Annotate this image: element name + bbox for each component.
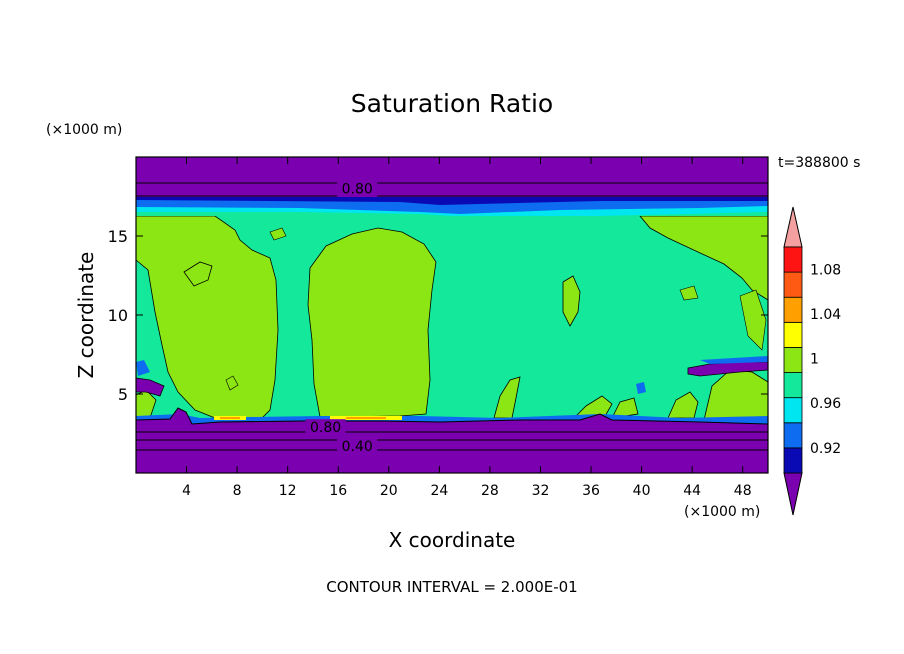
top-purple-layer bbox=[136, 157, 768, 197]
lime-region-right bbox=[639, 215, 768, 301]
contour-label-1: 0.80 bbox=[310, 420, 341, 436]
colorbar: 0.92 0.96 1 1.04 1.08 bbox=[783, 206, 841, 516]
colorbar-label-2: 1 bbox=[810, 352, 819, 368]
colorbar-bin-4 bbox=[783, 347, 803, 373]
lime-blob-a bbox=[183, 261, 213, 287]
orange-streak-a bbox=[220, 417, 240, 419]
lime-region-left bbox=[136, 215, 279, 419]
x-tick-label-24: 24 bbox=[430, 483, 448, 499]
x-tick-label-28: 28 bbox=[481, 483, 499, 499]
colorbar-label-1: 0.96 bbox=[810, 396, 841, 412]
y-tick-label-15: 15 bbox=[108, 227, 128, 246]
x-axis-ticks: 4 8 12 16 20 24 28 32 36 40 44 48 bbox=[182, 157, 752, 499]
contour-label-bg-2 bbox=[337, 438, 378, 455]
contour-label-0: 0.80 bbox=[342, 182, 373, 198]
saturation-field bbox=[136, 157, 768, 473]
y-axis-ticks: 5 10 15 bbox=[108, 227, 768, 404]
colorbar-bin-6 bbox=[783, 296, 803, 323]
x-tick-label-40: 40 bbox=[633, 483, 651, 499]
contour-label-2: 0.40 bbox=[342, 439, 373, 455]
contour-label-bg-1 bbox=[305, 419, 346, 436]
lime-speck-4 bbox=[739, 289, 767, 351]
contour-label-bg-0 bbox=[337, 180, 378, 197]
time-label: t=388800 s bbox=[778, 155, 860, 171]
right-eddy-blue bbox=[700, 356, 768, 364]
colorbar-label-3: 1.04 bbox=[810, 307, 841, 323]
colorbar-label-0: 0.92 bbox=[810, 441, 841, 457]
x-tick-label-20: 20 bbox=[380, 483, 398, 499]
dark-blue-band bbox=[136, 196, 768, 205]
contour-labels: 0.800.800.40 bbox=[305, 180, 378, 455]
left-eddy-purple bbox=[136, 377, 165, 397]
colorbar-extend-top bbox=[783, 206, 803, 248]
x-tick-label-36: 36 bbox=[582, 483, 600, 499]
lime-blob-f bbox=[703, 369, 768, 421]
chart-title: Saturation Ratio bbox=[351, 89, 553, 118]
x-tick-label-12: 12 bbox=[279, 483, 297, 499]
left-eddy-blue bbox=[136, 360, 150, 376]
lime-speck-1 bbox=[225, 375, 239, 391]
y-tick-label-10: 10 bbox=[108, 306, 128, 325]
x-tick-label-16: 16 bbox=[329, 483, 347, 499]
lime-region-center bbox=[307, 227, 437, 418]
right-eddy-small bbox=[636, 382, 646, 394]
contour-interval-footer: CONTOUR INTERVAL = 2.000E-01 bbox=[326, 578, 577, 596]
colorbar-extend-bottom bbox=[783, 472, 803, 516]
y-axis-label: Z coordinate bbox=[74, 252, 98, 379]
lime-blob-b bbox=[562, 275, 581, 327]
lime-speck-3 bbox=[679, 285, 699, 301]
orange-streak-b bbox=[346, 417, 386, 419]
y-units-label: (×1000 m) bbox=[46, 122, 122, 138]
colorbar-bin-8 bbox=[783, 246, 803, 273]
x-units-label: (×1000 m) bbox=[684, 504, 760, 520]
colorbar-bin-5 bbox=[783, 321, 803, 348]
blue-band bbox=[136, 200, 768, 214]
x-tick-label-4: 4 bbox=[182, 483, 191, 499]
colorbar-bin-3 bbox=[783, 372, 803, 399]
lime-blob-d bbox=[611, 397, 639, 419]
x-axis-label: X coordinate bbox=[389, 528, 516, 552]
colorbar-bin-7 bbox=[783, 271, 803, 298]
colorbar-bin-0 bbox=[783, 447, 803, 474]
x-tick-label-8: 8 bbox=[233, 483, 242, 499]
colorbar-bin-2 bbox=[783, 397, 803, 424]
lime-speck-2 bbox=[269, 227, 287, 241]
colorbar-label-4: 1.08 bbox=[810, 262, 841, 278]
x-tick-label-32: 32 bbox=[532, 483, 550, 499]
sea-green-band-edge bbox=[136, 212, 768, 218]
y-tick-label-5: 5 bbox=[118, 385, 128, 404]
colorbar-bin-1 bbox=[783, 422, 803, 449]
x-tick-label-48: 48 bbox=[734, 483, 752, 499]
x-tick-label-44: 44 bbox=[683, 483, 701, 499]
